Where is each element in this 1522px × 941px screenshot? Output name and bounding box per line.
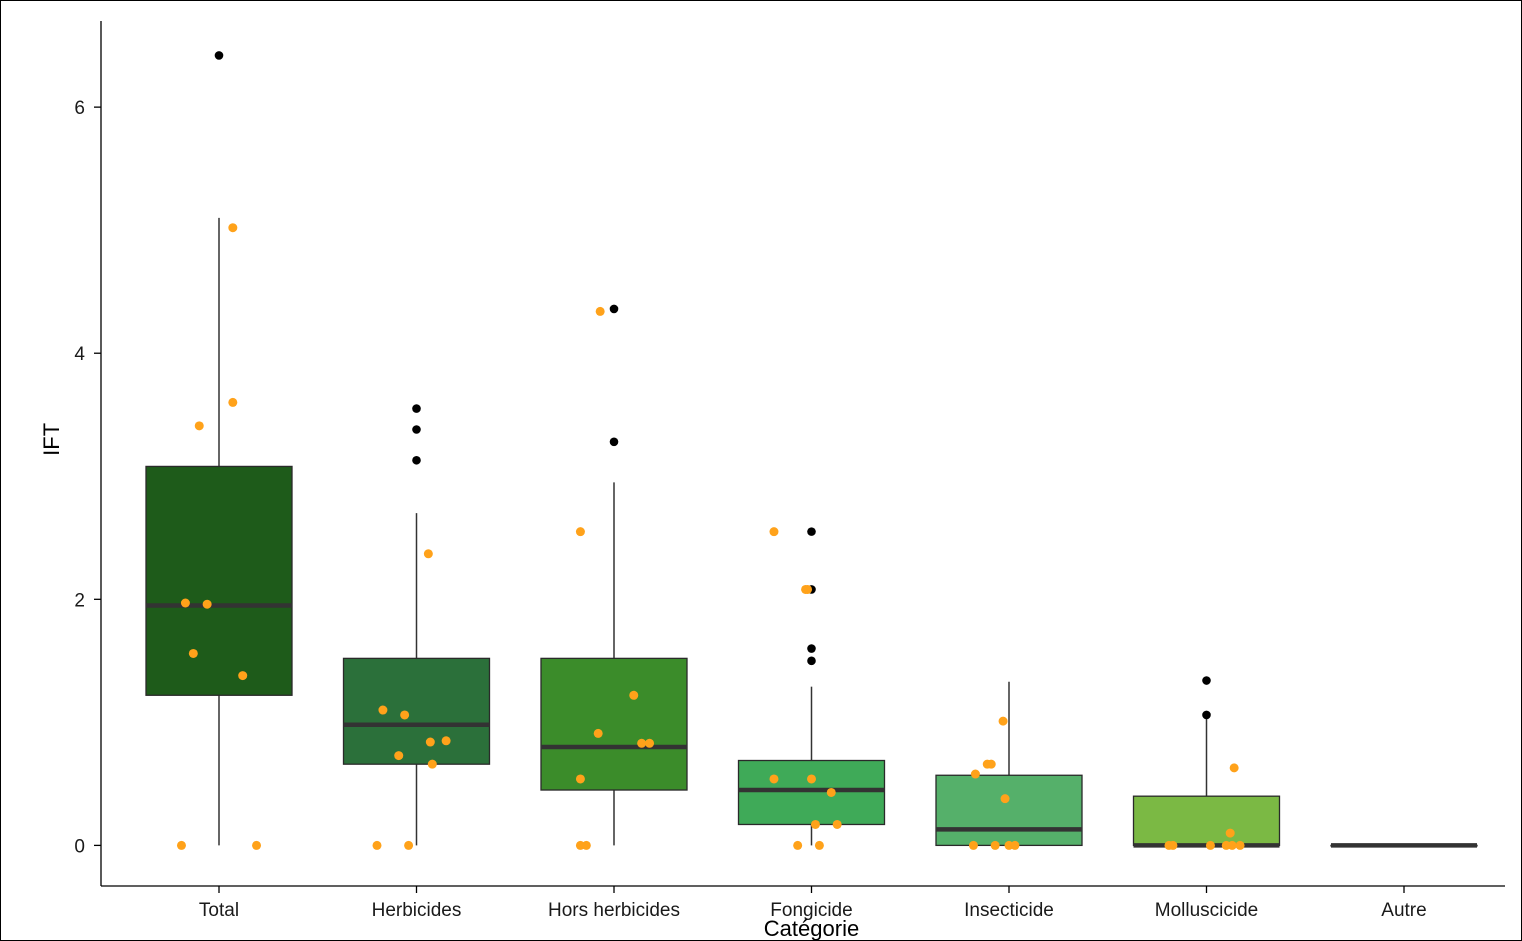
data-point: [1168, 840, 1178, 850]
box-insecticide: [935, 681, 1083, 847]
x-tick-label: Molluscicide: [1155, 900, 1258, 921]
data-point: [1000, 794, 1010, 804]
outlier-point: [609, 437, 619, 447]
y-axis-title: IFT: [39, 423, 64, 456]
data-point: [1229, 763, 1239, 773]
y-tick-label: 6: [74, 98, 85, 119]
data-point: [998, 716, 1008, 726]
data-point: [1225, 828, 1235, 838]
data-point: [814, 840, 824, 850]
x-tick-label: Herbicides: [372, 900, 462, 921]
x-tick-label: Hors herbicides: [548, 900, 680, 921]
box-rect: [540, 657, 688, 791]
data-point: [372, 840, 382, 850]
data-point: [188, 648, 198, 658]
data-point: [575, 527, 585, 537]
outlier-point: [412, 455, 421, 465]
data-point: [180, 598, 190, 608]
outlier-point: [214, 51, 224, 60]
data-point: [629, 690, 639, 700]
data-point: [593, 728, 603, 738]
data-point: [394, 751, 404, 761]
data-point: [252, 840, 262, 850]
box-molluscicide: [1132, 716, 1281, 848]
data-point: [423, 549, 433, 559]
data-point: [575, 774, 585, 784]
outlier-point: [807, 656, 816, 666]
data-point: [769, 527, 779, 537]
x-tick-label: Autre: [1381, 900, 1426, 921]
data-point: [826, 787, 836, 797]
data-point: [1010, 840, 1020, 850]
outlier-point: [412, 425, 421, 434]
outlier-point: [1202, 710, 1211, 720]
axes-layer: 0 2 4 6 Total Herbicides Hors herbicides Fongic…: [74, 21, 1505, 921]
y-tick-label: 0: [74, 836, 85, 857]
outlier-point: [1202, 676, 1211, 685]
box-herbicides: [342, 513, 491, 846]
outlier-point: [807, 527, 816, 536]
data-point: [810, 819, 820, 829]
data-point: [803, 584, 813, 594]
x-tick-label: Fongicide: [770, 900, 852, 921]
data-point: [1227, 840, 1237, 850]
box-rect: [145, 465, 293, 696]
data-point: [427, 759, 437, 769]
data-point: [807, 774, 816, 784]
x-tick-label: Total: [199, 900, 239, 921]
data-point: [769, 774, 779, 784]
data-point: [990, 840, 1000, 850]
y-tick-label: 2: [74, 590, 85, 611]
box-rect: [935, 774, 1083, 847]
boxes-layer: [145, 217, 1478, 848]
box-rect: [737, 759, 886, 826]
data-point: [425, 737, 435, 747]
data-point: [832, 819, 842, 829]
data-point: [581, 840, 591, 850]
data-point: [1205, 840, 1215, 850]
box-rect: [1132, 795, 1281, 847]
data-point: [228, 397, 238, 407]
data-point: [378, 705, 388, 715]
data-point: [400, 710, 410, 720]
data-point: [194, 421, 204, 431]
data-point: [441, 736, 451, 746]
box-hors-herbicides: [540, 482, 688, 846]
data-point: [238, 671, 248, 681]
box-autre: [1330, 843, 1478, 848]
x-axis-title: Catégorie: [764, 916, 859, 940]
data-point: [404, 840, 414, 850]
box-rect: [342, 657, 491, 765]
data-point: [176, 840, 186, 850]
outlier-point: [807, 644, 816, 653]
data-point: [595, 306, 605, 316]
data-point: [1235, 840, 1245, 850]
outlier-point: [412, 404, 421, 413]
data-point: [228, 223, 238, 233]
y-tick-label: 4: [74, 344, 85, 365]
data-point: [202, 599, 212, 609]
box-fongicide: [737, 686, 886, 846]
data-point: [986, 759, 996, 769]
data-point: [968, 840, 978, 850]
data-point: [793, 840, 803, 850]
data-point: [637, 738, 647, 748]
x-tick-label: Insecticide: [964, 900, 1054, 921]
data-point: [645, 738, 655, 748]
box-total: [145, 217, 293, 846]
points-layer: [176, 51, 1245, 850]
data-point: [970, 769, 980, 779]
outlier-point: [609, 304, 619, 314]
